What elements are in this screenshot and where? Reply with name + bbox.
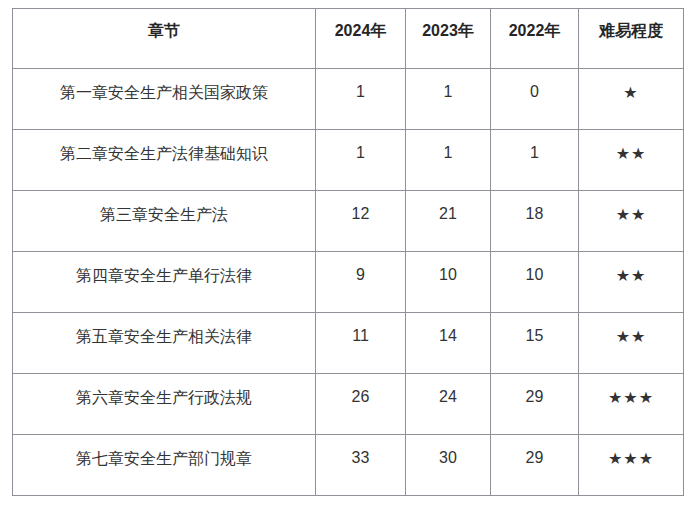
count-2022-cell: 29	[491, 374, 579, 435]
chapter-cell: 第一章安全生产相关国家政策	[13, 69, 316, 130]
count-2023-cell: 14	[406, 313, 491, 374]
chapter-question-count-table: 章节 2024年 2023年 2022年 难易程度 第一章安全生产相关国家政策 …	[12, 8, 684, 496]
count-2023-cell: 21	[406, 191, 491, 252]
count-2024-cell: 26	[316, 374, 406, 435]
chapter-cell: 第五章安全生产相关法律	[13, 313, 316, 374]
chapter-cell: 第四章安全生产单行法律	[13, 252, 316, 313]
difficulty-stars: ★★★	[579, 374, 684, 435]
difficulty-stars: ★★	[579, 191, 684, 252]
count-2022-cell: 0	[491, 69, 579, 130]
difficulty-stars: ★	[579, 69, 684, 130]
table-row: 第六章安全生产行政法规 26 24 29 ★★★	[13, 374, 684, 435]
count-2022-cell: 15	[491, 313, 579, 374]
header-row: 章节 2024年 2023年 2022年 难易程度	[13, 9, 684, 69]
count-2022-cell: 10	[491, 252, 579, 313]
count-2023-cell: 30	[406, 435, 491, 496]
column-header-2022: 2022年	[491, 9, 579, 69]
table-row: 第五章安全生产相关法律 11 14 15 ★★	[13, 313, 684, 374]
count-2024-cell: 1	[316, 130, 406, 191]
chapter-cell: 第二章安全生产法律基础知识	[13, 130, 316, 191]
table-container: 章节 2024年 2023年 2022年 难易程度 第一章安全生产相关国家政策 …	[12, 8, 684, 496]
count-2023-cell: 1	[406, 69, 491, 130]
count-2022-cell: 1	[491, 130, 579, 191]
table-row: 第三章安全生产法 12 21 18 ★★	[13, 191, 684, 252]
column-header-chapter: 章节	[13, 9, 316, 69]
difficulty-stars: ★★	[579, 313, 684, 374]
count-2022-cell: 29	[491, 435, 579, 496]
difficulty-stars: ★★★	[579, 435, 684, 496]
table-row: 第一章安全生产相关国家政策 1 1 0 ★	[13, 69, 684, 130]
count-2023-cell: 10	[406, 252, 491, 313]
table-row: 第四章安全生产单行法律 9 10 10 ★★	[13, 252, 684, 313]
count-2023-cell: 1	[406, 130, 491, 191]
count-2024-cell: 33	[316, 435, 406, 496]
chapter-cell: 第七章安全生产部门规章	[13, 435, 316, 496]
count-2024-cell: 9	[316, 252, 406, 313]
column-header-2023: 2023年	[406, 9, 491, 69]
table-row: 第二章安全生产法律基础知识 1 1 1 ★★	[13, 130, 684, 191]
count-2024-cell: 1	[316, 69, 406, 130]
count-2024-cell: 12	[316, 191, 406, 252]
difficulty-stars: ★★	[579, 252, 684, 313]
difficulty-stars: ★★	[579, 130, 684, 191]
column-header-difficulty: 难易程度	[579, 9, 684, 69]
column-header-2024: 2024年	[316, 9, 406, 69]
count-2023-cell: 24	[406, 374, 491, 435]
chapter-cell: 第六章安全生产行政法规	[13, 374, 316, 435]
table-row: 第七章安全生产部门规章 33 30 29 ★★★	[13, 435, 684, 496]
chapter-cell: 第三章安全生产法	[13, 191, 316, 252]
count-2024-cell: 11	[316, 313, 406, 374]
count-2022-cell: 18	[491, 191, 579, 252]
